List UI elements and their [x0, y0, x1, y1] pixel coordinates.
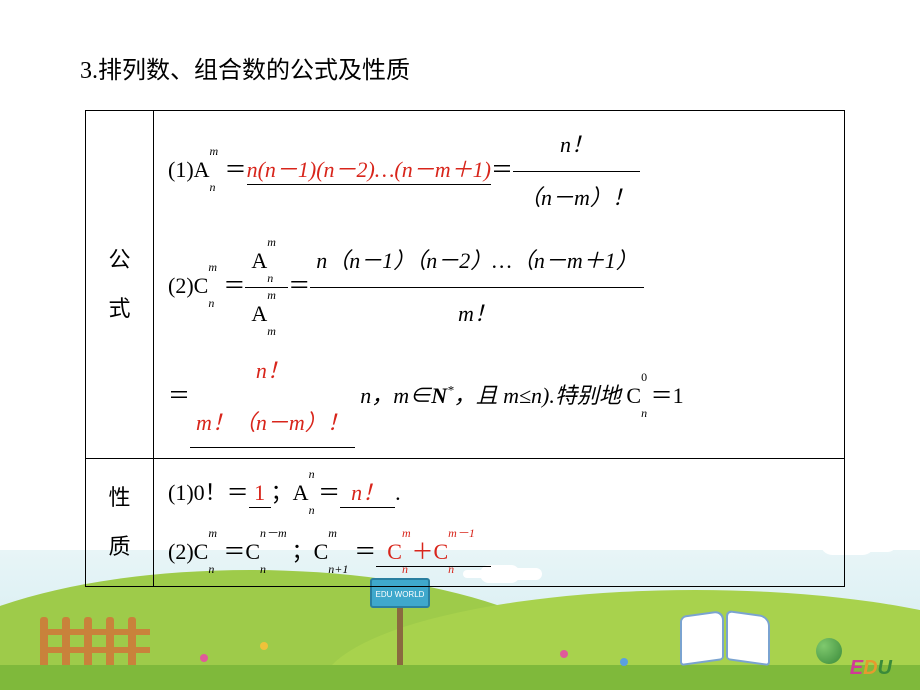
sign-post	[397, 608, 403, 670]
equals: ＝	[354, 539, 376, 564]
flower-icon	[260, 642, 268, 650]
property-row: 性 质 (1)0！＝ 1 ；Ann ＝ n！ . (2)Cmn ＝Cn－mn ；…	[86, 459, 845, 587]
equals: ＝	[168, 383, 190, 408]
formula-line-1: (1)Amn ＝n(n－1)(n－2)…(n－m＋1)＝n！（n－m）！	[168, 121, 830, 223]
p1-mid: ；	[271, 480, 293, 505]
cond-b: ，且 m≤n).特别地	[454, 383, 627, 408]
property-line-1: (1)0！＝ 1 ；Ann ＝ n！ .	[168, 469, 830, 517]
equals: ＝	[318, 480, 340, 505]
equals: ＝	[223, 273, 245, 298]
prefix-2: (2)	[168, 273, 194, 298]
equals: ＝	[223, 539, 245, 564]
p1-answer-1: 1	[249, 480, 271, 508]
frac-num: n！	[513, 121, 640, 172]
flower-icon	[560, 650, 568, 658]
hill-left	[0, 570, 600, 690]
equals: ＝	[491, 157, 513, 182]
p2-prefix: (2)	[168, 539, 194, 564]
formula-line-3: ＝n！m！（n－m）！ n，m∈N*，且 m≤n).特别地 C0n ＝1	[168, 347, 830, 449]
p1-answer-2: n！	[340, 480, 395, 508]
A-over-A: Amn Amm	[245, 237, 288, 339]
flower-icon	[620, 658, 628, 666]
row-label-formula: 公 式	[86, 111, 154, 459]
fence-icon	[40, 617, 150, 670]
C-n-nm: Cn－mn	[245, 528, 260, 576]
pascal-answer: Cmn ＋Cm－1n	[376, 539, 490, 567]
flower-icon	[200, 654, 208, 662]
edu-logo: EDU	[850, 657, 892, 680]
equals: ＝	[288, 273, 310, 298]
ground	[0, 665, 920, 690]
formula-cell: (1)Amn ＝n(n－1)(n－2)…(n－m＋1)＝n！（n－m）！ (2)…	[154, 111, 845, 459]
frac-den: （n－m）！	[513, 172, 640, 222]
book-icon	[680, 605, 770, 665]
prefix-1: (1)	[168, 157, 194, 182]
formula-table: 公 式 (1)Amn ＝n(n－1)(n－2)…(n－m＋1)＝n！（n－m）！…	[85, 110, 845, 587]
section-heading: 3.排列数、组合数的公式及性质	[80, 50, 410, 85]
comb-expansion-frac: n（n－1）（n－2）…（n－m＋1）m！	[310, 237, 643, 339]
C-n1-m: Cmn+1	[314, 528, 329, 576]
A-n-n: Ann	[293, 469, 309, 517]
equals: ＝	[225, 157, 247, 182]
property-cell: (1)0！＝ 1 ；Ann ＝ n！ . (2)Cmn ＝Cn－mn ；Cmn+…	[154, 459, 845, 587]
p1-prefix: (1)0！＝	[168, 480, 249, 505]
comb-C-n-m: Cmn	[194, 262, 209, 310]
formula-row: 公 式 (1)Amn ＝n(n－1)(n－2)…(n－m＋1)＝n！（n－m）！…	[86, 111, 845, 459]
p1-end: .	[395, 480, 401, 505]
globe-icon	[816, 638, 842, 664]
perm-fraction: n！（n－m）！	[513, 121, 640, 223]
C-n-0: C0n	[626, 372, 641, 420]
eq-1: ＝1	[651, 383, 684, 408]
cond-a: n，m∈	[360, 383, 431, 408]
formula-line-2: (2)Cmn ＝Amn Amm ＝n（n－1）（n－2）…（n－m＋1）m！	[168, 237, 830, 339]
p2-mid: ；	[292, 539, 314, 564]
C-n-m-left: Cmn	[194, 528, 209, 576]
property-line-2: (2)Cmn ＝Cn－mn ；Cmn+1 ＝ Cmn ＋Cm－1n	[168, 528, 830, 576]
row-label-property: 性 质	[86, 459, 154, 587]
N-set: N	[431, 383, 447, 408]
comb-factorial-frac: n！m！（n－m）！	[190, 347, 355, 449]
perm-A-n-m: Amn	[194, 146, 210, 194]
perm-expansion: n(n－1)(n－2)…(n－m＋1)	[247, 157, 491, 185]
